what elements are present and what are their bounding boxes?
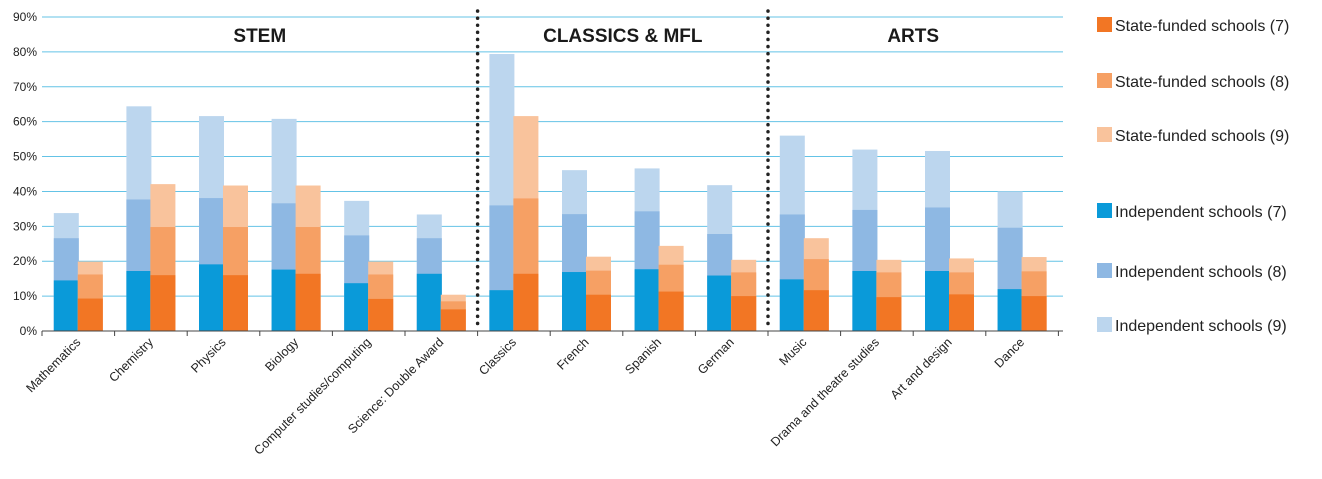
section-label: STEM bbox=[233, 26, 286, 47]
x-category-label: Classics bbox=[476, 335, 519, 378]
section-label: ARTS bbox=[887, 26, 939, 47]
bar-segment bbox=[731, 296, 757, 331]
bar-segment bbox=[199, 264, 224, 331]
bar-segment bbox=[707, 275, 733, 331]
bar-segment bbox=[150, 275, 176, 331]
x-category-label: Dance bbox=[992, 335, 1027, 370]
x-category-label: Spanish bbox=[622, 335, 664, 377]
legend-swatch bbox=[1097, 263, 1112, 278]
x-category-label: Mathematics bbox=[23, 335, 83, 395]
x-category-label: Computer studies/computing bbox=[251, 335, 373, 457]
bar-segment bbox=[634, 269, 660, 331]
y-tick-label: 70% bbox=[13, 80, 37, 94]
y-tick-label: 20% bbox=[13, 254, 37, 268]
bar-segment bbox=[997, 289, 1023, 331]
bar-segment bbox=[416, 273, 442, 331]
bar-segment bbox=[925, 270, 950, 331]
section-label: CLASSICS & MFL bbox=[543, 26, 703, 47]
bar-segment bbox=[562, 272, 587, 331]
bar-segment bbox=[440, 309, 466, 331]
legend-swatch bbox=[1097, 73, 1112, 88]
legend-swatch bbox=[1097, 317, 1112, 332]
bar-segment bbox=[658, 291, 684, 331]
bar-segment bbox=[223, 275, 248, 331]
y-tick-label: 10% bbox=[13, 289, 37, 303]
bar-segment bbox=[126, 270, 152, 331]
x-category-label: Chemistry bbox=[106, 335, 156, 385]
x-category-label: Physics bbox=[188, 335, 228, 375]
bar-segment bbox=[271, 269, 297, 331]
x-category-label: French bbox=[554, 335, 591, 372]
legend-swatch bbox=[1097, 203, 1112, 218]
bar-segment bbox=[295, 273, 321, 331]
legend-label: State-funded schools (7) bbox=[1115, 18, 1289, 35]
legend-swatch bbox=[1097, 127, 1112, 142]
x-category-label: Music bbox=[776, 335, 809, 368]
bar-segment bbox=[1021, 296, 1047, 331]
bar-segment bbox=[949, 294, 974, 331]
bar-segment bbox=[368, 298, 394, 331]
y-tick-label: 90% bbox=[13, 10, 37, 24]
bar-segment bbox=[77, 298, 103, 331]
legend-label: Independent schools (8) bbox=[1115, 264, 1287, 281]
bar-segment bbox=[852, 270, 878, 331]
x-category-label: Biology bbox=[262, 335, 301, 374]
x-category-label: Art and design bbox=[888, 335, 955, 402]
bar-segment bbox=[803, 290, 829, 331]
bar-segment bbox=[489, 290, 515, 331]
bar-segment bbox=[779, 279, 805, 331]
bar-segment bbox=[53, 280, 79, 331]
y-tick-label: 40% bbox=[13, 184, 37, 198]
y-tick-label: 80% bbox=[13, 45, 37, 59]
y-tick-label: 30% bbox=[13, 219, 37, 233]
legend-label: State-funded schools (9) bbox=[1115, 128, 1289, 145]
bar-segment bbox=[344, 283, 370, 331]
x-category-label: German bbox=[695, 335, 737, 377]
bar-segment bbox=[513, 273, 539, 331]
y-tick-label: 0% bbox=[20, 324, 38, 338]
y-tick-label: 60% bbox=[13, 115, 37, 129]
bar-segment bbox=[586, 294, 611, 331]
legend-label: Independent schools (7) bbox=[1115, 204, 1287, 221]
legend-swatch bbox=[1097, 17, 1112, 32]
legend-label: State-funded schools (8) bbox=[1115, 74, 1289, 91]
y-tick-label: 50% bbox=[13, 150, 37, 164]
bar-segment bbox=[876, 297, 902, 331]
legend-label: Independent schools (9) bbox=[1115, 318, 1287, 335]
